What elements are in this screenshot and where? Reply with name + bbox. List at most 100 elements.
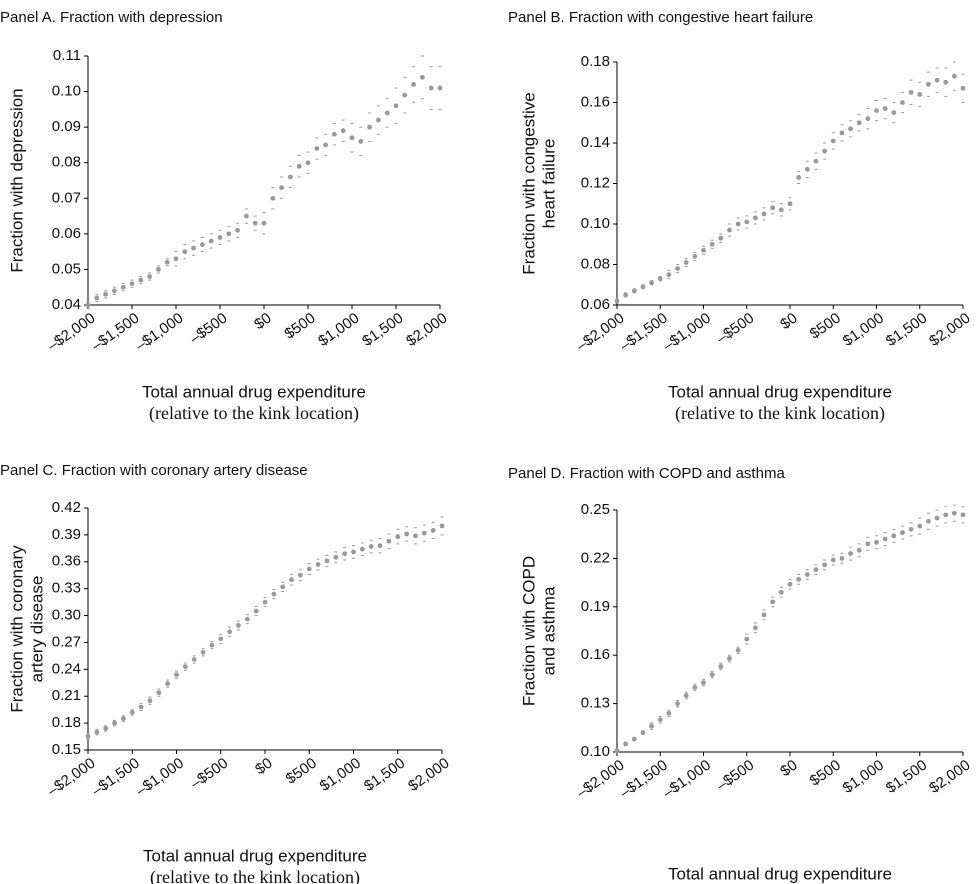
y-tick-label: 0.10 bbox=[52, 83, 81, 100]
x-tick-label: $2,000 bbox=[405, 755, 452, 795]
point bbox=[368, 544, 374, 549]
y-tick-label: 0.21 bbox=[52, 687, 81, 704]
point bbox=[709, 241, 715, 247]
point bbox=[813, 158, 819, 164]
point bbox=[253, 608, 259, 614]
point bbox=[244, 213, 249, 219]
point bbox=[865, 116, 871, 122]
point bbox=[404, 531, 409, 537]
point bbox=[428, 85, 434, 91]
panel: Panel B. Fraction with congestive heart … bbox=[508, 9, 974, 424]
point bbox=[156, 267, 161, 272]
x-tick-label: –$1,500 bbox=[89, 755, 143, 800]
x-tick-label: $1,000 bbox=[840, 310, 887, 350]
x-tick-label: –$2,000 bbox=[44, 755, 98, 800]
point bbox=[270, 195, 276, 201]
y-tick-label: 0.06 bbox=[52, 225, 81, 242]
y-tick-label: 0.30 bbox=[52, 607, 81, 624]
point bbox=[735, 647, 741, 653]
panel-title: Panel A. Fraction with depression bbox=[0, 9, 223, 26]
point bbox=[744, 636, 750, 642]
x-axis-label: Total annual drug expenditure bbox=[143, 846, 367, 865]
point bbox=[439, 523, 445, 529]
x-tick-label: $0 bbox=[777, 757, 800, 780]
x-tick-label: –$500 bbox=[713, 757, 757, 795]
point bbox=[323, 142, 328, 148]
point bbox=[200, 242, 205, 247]
y-tick-label: 0.27 bbox=[52, 633, 81, 650]
point bbox=[649, 723, 654, 729]
y-tick-label: 0.36 bbox=[52, 553, 81, 570]
point bbox=[279, 185, 284, 191]
x-axis-label: (relative to the kink location) bbox=[150, 867, 360, 884]
point bbox=[358, 138, 364, 144]
point bbox=[787, 581, 793, 587]
point bbox=[692, 685, 698, 690]
point bbox=[623, 741, 629, 747]
point bbox=[796, 175, 802, 180]
y-tick-label: 0.10 bbox=[581, 215, 610, 232]
point bbox=[640, 730, 646, 736]
point bbox=[351, 549, 356, 555]
point bbox=[314, 146, 320, 151]
point bbox=[787, 201, 793, 207]
point bbox=[830, 138, 836, 144]
point bbox=[236, 623, 241, 628]
point bbox=[675, 266, 680, 271]
point bbox=[112, 720, 117, 726]
y-axis-label: heart failure bbox=[539, 139, 558, 229]
point bbox=[437, 85, 443, 91]
point bbox=[411, 82, 416, 87]
point bbox=[182, 249, 188, 255]
point bbox=[856, 547, 862, 553]
point bbox=[306, 566, 312, 572]
x-tick-label: –$2,000 bbox=[573, 757, 627, 802]
y-tick-label: 0.08 bbox=[52, 154, 81, 171]
point bbox=[778, 207, 784, 213]
point bbox=[934, 515, 940, 521]
point bbox=[614, 298, 620, 304]
point bbox=[138, 277, 144, 283]
point bbox=[244, 616, 250, 622]
point bbox=[333, 554, 339, 560]
point bbox=[235, 227, 241, 233]
x-tick-label: $2,000 bbox=[926, 310, 973, 350]
point bbox=[744, 219, 750, 225]
point bbox=[761, 211, 767, 217]
point bbox=[943, 512, 949, 518]
point bbox=[865, 541, 871, 547]
point bbox=[94, 729, 100, 735]
x-tick-label: $0 bbox=[251, 310, 274, 333]
x-tick-label: –$2,000 bbox=[44, 310, 98, 355]
point bbox=[342, 551, 348, 557]
point bbox=[657, 276, 663, 282]
point bbox=[727, 656, 732, 661]
x-axis-label: Total annual drug expenditure bbox=[142, 382, 366, 401]
x-tick-label: –$1,000 bbox=[660, 757, 714, 802]
point bbox=[261, 220, 267, 226]
point bbox=[753, 215, 758, 221]
point bbox=[191, 657, 197, 662]
point bbox=[675, 701, 680, 706]
y-tick-label: 0.42 bbox=[52, 499, 81, 516]
point bbox=[85, 302, 91, 308]
point bbox=[332, 131, 337, 137]
y-axis-label: and asthma bbox=[539, 586, 558, 675]
x-tick-label: –$1,500 bbox=[88, 310, 142, 355]
y-tick-label: 0.19 bbox=[581, 598, 610, 615]
point bbox=[324, 558, 330, 564]
point bbox=[430, 528, 436, 533]
point bbox=[718, 664, 724, 669]
x-tick-label: $1,500 bbox=[883, 757, 930, 797]
point bbox=[917, 523, 923, 529]
point bbox=[926, 81, 931, 87]
point bbox=[413, 533, 418, 539]
point bbox=[138, 704, 144, 710]
point bbox=[165, 681, 171, 687]
point bbox=[182, 664, 188, 670]
point bbox=[129, 709, 135, 715]
point bbox=[908, 89, 914, 95]
y-tick-label: 0.11 bbox=[53, 47, 81, 64]
point bbox=[420, 74, 425, 80]
y-tick-label: 0.39 bbox=[52, 526, 81, 543]
